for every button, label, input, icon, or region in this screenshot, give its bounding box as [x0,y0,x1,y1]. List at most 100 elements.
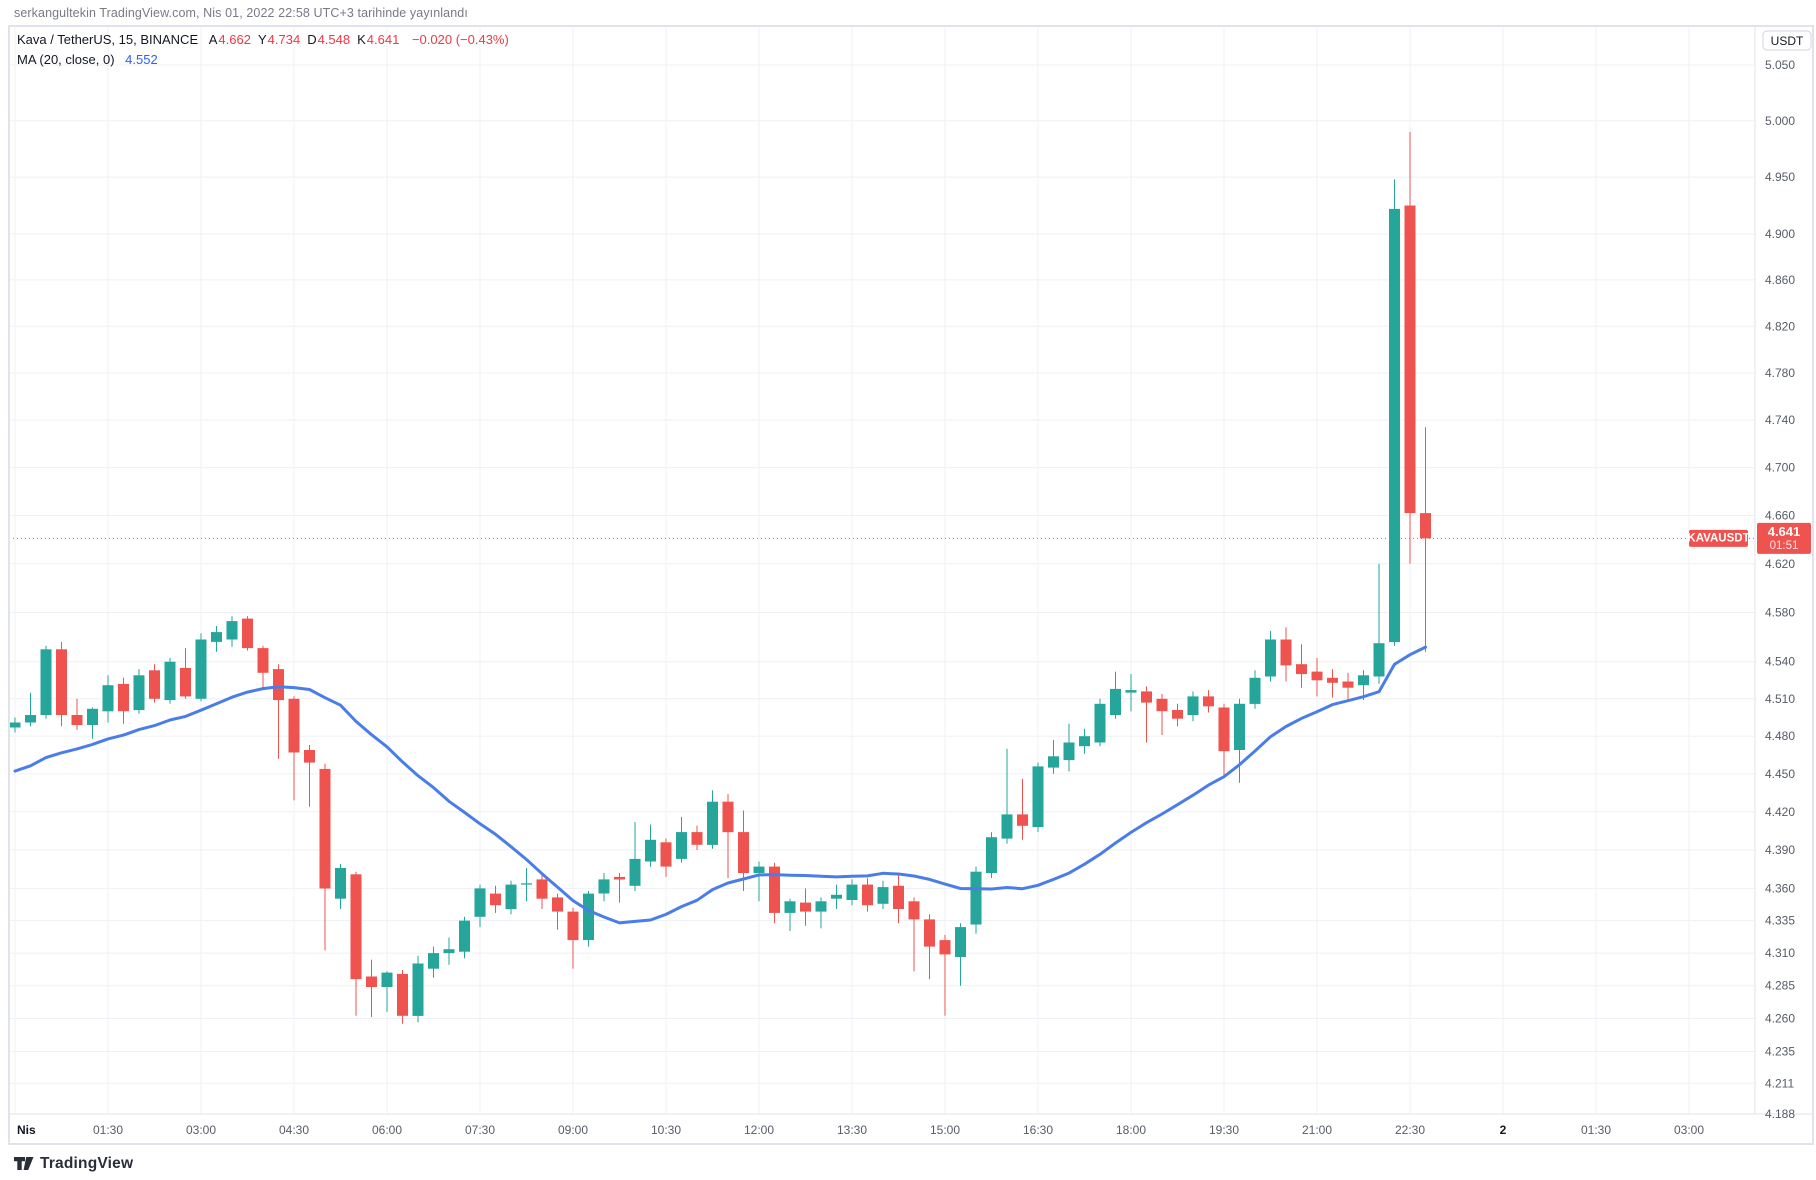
chart-widget: 5.050 5.000 4.950 4.900 4.860 4.820 4.780 4.740… [8,25,1814,1145]
axis-borders [9,26,1813,1144]
price-tick-label: 4.740 [1765,413,1795,427]
candle [1373,563,1385,684]
time-tick-label: 13:30 [837,1123,867,1137]
candle [1342,672,1354,702]
ohlc-letter: A [208,32,218,47]
price-tick-label: 5.000 [1765,114,1795,128]
candle [536,875,548,909]
time-tick-label: 01:30 [93,1123,123,1137]
candle [1110,671,1121,719]
candle [955,923,966,986]
candle [25,692,36,727]
candle [908,897,920,972]
candle [769,862,780,924]
price-tick-label: 4.580 [1765,606,1795,620]
candle [924,914,935,980]
candle [753,861,765,902]
tradingview-logo[interactable]: TradingView [12,1152,133,1175]
candle [1063,723,1075,772]
candle [1389,179,1400,646]
tradingview-logo-text: TradingView [40,1154,134,1172]
candle [71,698,83,730]
candle [335,864,346,909]
candle [1203,690,1214,713]
candle [257,645,269,688]
candle [273,664,284,759]
legend-symbol-row[interactable]: Kava / TetherUS, 15, BINANCE A4.662 Y4.73… [17,30,509,50]
price-tick-label: 4.188 [1765,1107,1795,1121]
candle [397,970,408,1024]
candle [707,790,718,849]
tradingview-logo-icon [14,1157,34,1170]
time-tick-label: 22:30 [1395,1123,1425,1137]
price-tick-label: 4.480 [1765,729,1795,743]
ma-line [13,645,1427,925]
price-axis[interactable]: 5.050 5.000 4.950 4.900 4.860 4.820 4.780 4.740… [1765,58,1795,1121]
candle [567,907,579,969]
chart-canvas[interactable]: 5.050 5.000 4.950 4.900 4.860 4.820 4.780 4.740… [9,26,1813,1144]
time-tick-label: Nis [17,1123,36,1137]
candle [102,675,114,723]
price-tick-label: 4.820 [1765,319,1795,333]
candle [1125,674,1137,712]
candle [304,745,315,807]
candle [676,816,687,863]
candle [1001,748,1013,844]
candle [242,616,253,651]
price-tick-label: 4.660 [1765,509,1795,523]
candle [629,822,641,891]
candle [986,832,997,879]
price-tick-label: 4.310 [1765,946,1795,960]
candle [149,664,160,703]
price-tick-label: 4.335 [1765,914,1795,928]
ohlc-letter: Y [257,32,267,47]
candle [211,626,222,652]
candle [118,677,129,724]
time-tick-label: 09:00 [558,1123,588,1137]
candle [133,669,145,714]
change-readout: −0.020 (−0.43%) [411,32,509,47]
time-tick-label: 04:30 [279,1123,309,1137]
candle [660,838,672,877]
price-tick-label: 4.700 [1765,461,1795,475]
grid-lines [9,26,1755,1115]
price-tick-label: 4.510 [1765,692,1795,706]
ohlc-value: 4.662 [218,32,251,47]
candle [1327,669,1338,698]
price-tick-label: 4.950 [1765,170,1795,184]
candle [598,873,610,902]
candle [56,642,67,727]
legend-ma-row[interactable]: MA (20, close, 0) 4.552 [17,50,509,70]
candle [862,878,873,912]
svg-text:USDT: USDT [1771,34,1804,48]
candle [1017,778,1028,840]
price-tick-label: 4.780 [1765,366,1795,380]
price-tick-label: 4.540 [1765,655,1795,669]
candle [1156,693,1168,735]
ohlc-value: 4.641 [366,32,400,47]
candle [831,884,842,909]
candle [1141,686,1152,743]
time-tick-label: 2 [1500,1123,1507,1137]
candle [583,891,594,947]
candle [9,717,21,733]
time-tick-label: 18:00 [1116,1123,1146,1137]
price-tick-label: 4.260 [1765,1012,1795,1026]
candle [1218,703,1230,778]
candle [1265,630,1276,682]
candle [614,873,625,903]
candle [226,616,238,647]
candle [815,897,827,929]
candle [381,971,393,1012]
candle [846,879,858,906]
candle [1079,728,1090,754]
candle [691,825,703,850]
candle [40,645,52,719]
time-axis[interactable]: Nis 01:30 03:00 04:30 06:00 07:30 09:00 10:30 12… [17,1123,1704,1137]
candle [443,937,455,965]
candle [180,648,191,699]
time-tick-label: 03:00 [186,1123,216,1137]
candle [1420,427,1431,652]
price-tick-label: 4.390 [1765,843,1795,857]
candle [1249,670,1261,709]
